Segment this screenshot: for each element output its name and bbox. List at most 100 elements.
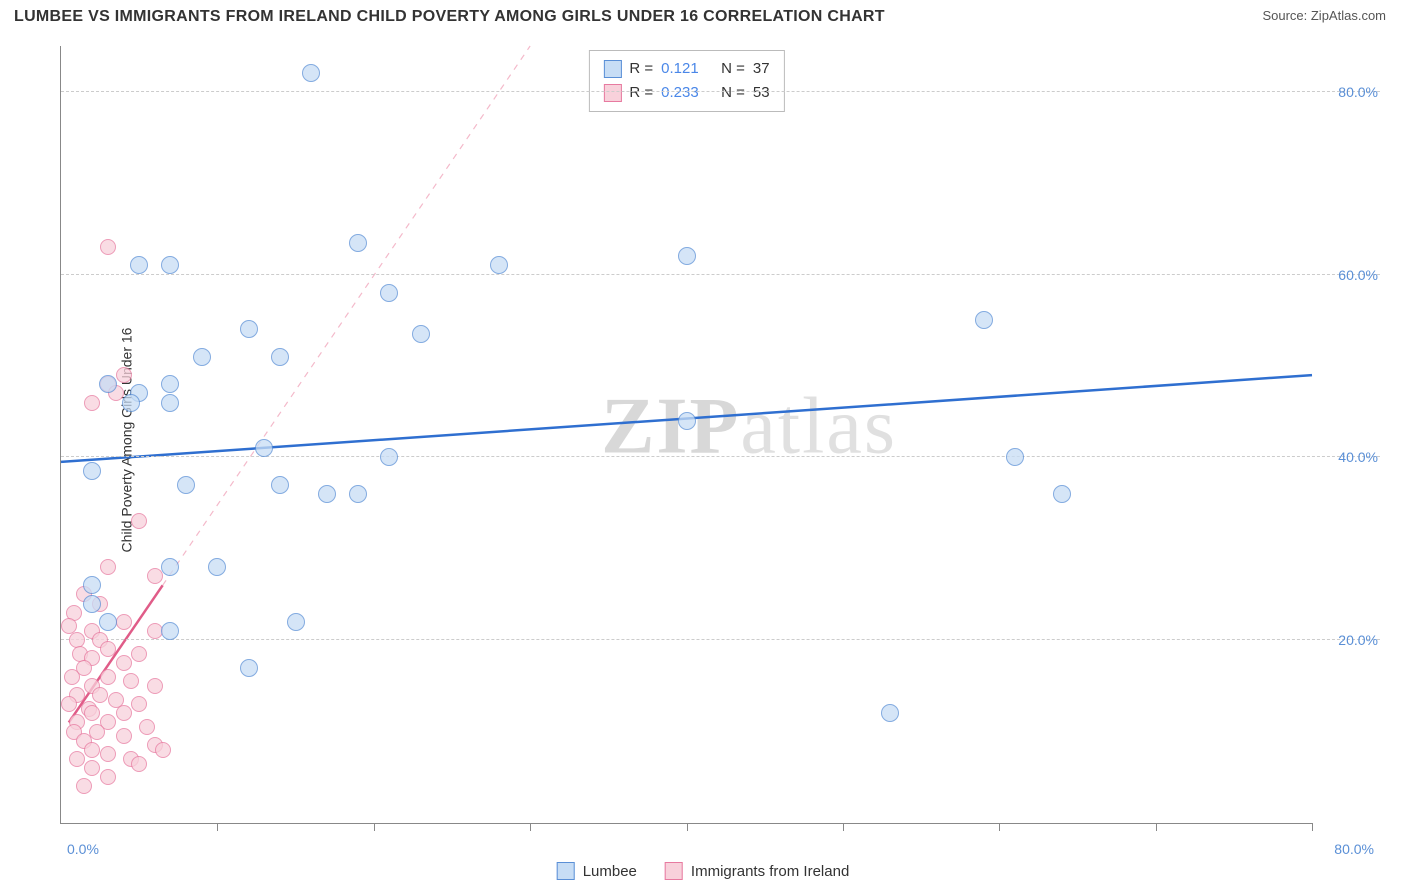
marker-blue: [83, 576, 101, 594]
marker-blue: [193, 348, 211, 366]
marker-pink: [131, 696, 147, 712]
n-label: N =: [721, 57, 745, 81]
stats-legend: R = 0.121 N = 37 R = 0.233 N = 53: [588, 50, 784, 112]
marker-blue: [83, 595, 101, 613]
plot-area: ZIPatlas R =0.121N =37R =0.233N =53 0.0%…: [60, 46, 1312, 824]
x-tick: [1312, 823, 1313, 831]
marker-blue: [881, 704, 899, 722]
marker-blue: [1006, 448, 1024, 466]
marker-pink: [69, 751, 85, 767]
marker-blue: [302, 64, 320, 82]
marker-pink: [123, 673, 139, 689]
marker-blue: [975, 311, 993, 329]
marker-pink: [100, 559, 116, 575]
legend-item: Immigrants from Ireland: [665, 862, 849, 880]
marker-blue: [208, 558, 226, 576]
x-tick: [530, 823, 531, 831]
chart-title: LUMBEE VS IMMIGRANTS FROM IRELAND CHILD …: [14, 8, 885, 26]
n-value: 53: [753, 81, 770, 105]
marker-blue: [380, 284, 398, 302]
chart-area: Child Poverty Among Girls Under 16 ZIPat…: [48, 44, 1386, 836]
marker-blue: [130, 256, 148, 274]
marker-pink: [116, 655, 132, 671]
marker-pink: [155, 742, 171, 758]
marker-blue: [490, 256, 508, 274]
marker-blue: [122, 394, 140, 412]
x-max-label: 80.0%: [1334, 841, 1374, 857]
marker-blue: [349, 485, 367, 503]
marker-blue: [99, 613, 117, 631]
marker-blue: [161, 558, 179, 576]
marker-pink: [100, 239, 116, 255]
marker-blue: [380, 448, 398, 466]
legend-swatch: [665, 862, 683, 880]
marker-pink: [61, 696, 77, 712]
marker-blue: [287, 613, 305, 631]
marker-pink: [64, 669, 80, 685]
y-tick-label: 80.0%: [1338, 84, 1378, 100]
legend-item: Lumbee: [557, 862, 637, 880]
marker-blue: [99, 375, 117, 393]
marker-pink: [131, 756, 147, 772]
r-label: R =: [629, 57, 653, 81]
legend-label: Lumbee: [583, 863, 637, 880]
r-value: 0.121: [661, 57, 713, 81]
marker-blue: [271, 476, 289, 494]
stats-legend-row: R = 0.233 N = 53: [603, 81, 769, 105]
marker-pink: [84, 760, 100, 776]
gridline-h: [61, 274, 1380, 275]
n-value: 37: [753, 57, 770, 81]
marker-pink: [100, 769, 116, 785]
r-value: 0.233: [661, 81, 713, 105]
x-tick: [374, 823, 375, 831]
gridline-h: [61, 456, 1380, 457]
stats-legend-row: R = 0.121 N = 37: [603, 57, 769, 81]
marker-pink: [131, 513, 147, 529]
marker-blue: [240, 659, 258, 677]
marker-pink: [116, 367, 132, 383]
trend-dash-pink: [163, 46, 530, 585]
series-legend: Lumbee Immigrants from Ireland: [557, 862, 850, 880]
legend-swatch: [557, 862, 575, 880]
x-tick: [999, 823, 1000, 831]
marker-pink: [147, 623, 163, 639]
marker-blue: [678, 247, 696, 265]
marker-blue: [255, 439, 273, 457]
y-tick-label: 20.0%: [1338, 632, 1378, 648]
chart-svg: [61, 46, 1312, 823]
marker-blue: [271, 348, 289, 366]
r-label: R =: [629, 81, 653, 105]
x-min-label: 0.0%: [67, 841, 99, 857]
marker-pink: [100, 746, 116, 762]
marker-pink: [76, 778, 92, 794]
legend-label: Immigrants from Ireland: [691, 863, 849, 880]
marker-pink: [84, 742, 100, 758]
marker-blue: [161, 256, 179, 274]
marker-pink: [92, 687, 108, 703]
y-tick-label: 60.0%: [1338, 267, 1378, 283]
gridline-h: [61, 91, 1380, 92]
n-label: N =: [721, 81, 745, 105]
marker-blue: [1053, 485, 1071, 503]
marker-pink: [131, 646, 147, 662]
marker-blue: [349, 234, 367, 252]
legend-swatch: [603, 60, 621, 78]
marker-pink: [100, 669, 116, 685]
marker-blue: [318, 485, 336, 503]
header: LUMBEE VS IMMIGRANTS FROM IRELAND CHILD …: [0, 0, 1406, 30]
y-tick-label: 40.0%: [1338, 449, 1378, 465]
marker-pink: [116, 614, 132, 630]
marker-pink: [147, 678, 163, 694]
marker-pink: [100, 641, 116, 657]
x-tick: [1156, 823, 1157, 831]
marker-blue: [161, 394, 179, 412]
marker-blue: [177, 476, 195, 494]
marker-pink: [116, 705, 132, 721]
marker-pink: [139, 719, 155, 735]
x-tick: [687, 823, 688, 831]
x-tick: [843, 823, 844, 831]
marker-blue: [161, 375, 179, 393]
marker-pink: [147, 568, 163, 584]
marker-blue: [678, 412, 696, 430]
marker-blue: [161, 622, 179, 640]
